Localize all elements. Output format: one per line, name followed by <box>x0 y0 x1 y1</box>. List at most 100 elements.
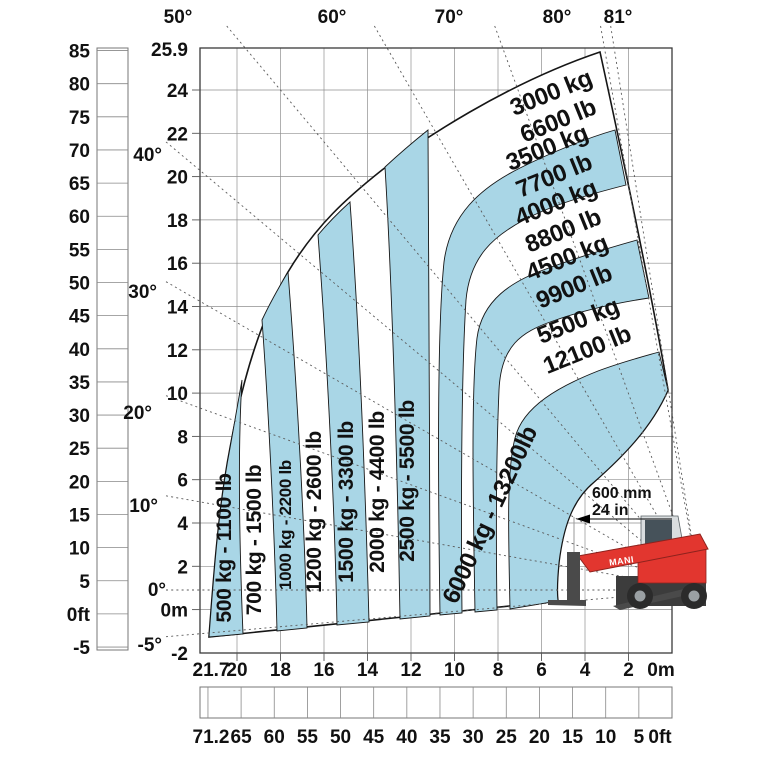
machine-boom-head <box>567 552 580 602</box>
boom-angle-label: 20° <box>123 403 152 424</box>
x-axis-meter-label: 4 <box>580 660 591 681</box>
y-axis-meter-label: 25.9 <box>151 40 188 61</box>
y-axis-meter-label: 18 <box>167 211 188 232</box>
boom-angle-lines: -5° 0° 10° 20° 30° 40° 50° 60° 70° 80° 81° <box>123 7 696 656</box>
y-axis-feet-label: 40 <box>69 340 90 361</box>
x-axis-feet-label: 60 <box>264 727 285 748</box>
boom-angle-label: -5° <box>138 635 163 656</box>
machine-rear-hub <box>634 590 646 602</box>
zone-1500kg <box>317 201 370 626</box>
x-axis-meter-label: 8 <box>493 660 504 681</box>
x-axis-feet-label: 40 <box>396 727 417 748</box>
x-axis-feet-label: 20 <box>529 727 550 748</box>
x-axis-meter-label: 2 <box>623 660 634 681</box>
x-axis-feet-label: 50 <box>330 727 351 748</box>
x-axis-meter-label: 10 <box>444 660 465 681</box>
y-axis-meter-label: 2 <box>177 557 188 578</box>
ruler-ticks <box>97 50 640 718</box>
x-axis-meter-label: 0m <box>647 660 674 681</box>
boom-angle-line <box>165 141 675 569</box>
y-axis-feet-label: 0ft <box>67 605 91 626</box>
zone-500kg <box>208 379 244 638</box>
dimension-mm-text: 600 mm <box>592 485 652 502</box>
y-axis-meter-label: 20 <box>167 168 188 189</box>
y-axis-feet-label: 15 <box>69 505 91 526</box>
y-axis-feet-label: 70 <box>69 141 90 162</box>
y-axis-feet-label: 30 <box>69 406 90 427</box>
zone-6000kg <box>508 351 669 610</box>
y-axis-feet-label: 80 <box>69 75 90 96</box>
zone-label-2000: 2000 kg - 4400 lb <box>366 411 389 573</box>
x-axis-meter-label: 12 <box>400 660 421 681</box>
bottom-feet-ruler <box>199 686 673 719</box>
y-axis-feet-label: 10 <box>69 539 90 560</box>
y-axis-feet-label: 65 <box>69 174 91 195</box>
x-axis-meter-label: 6 <box>536 660 547 681</box>
boom-angle-line <box>165 281 671 574</box>
y-axis-meter-label: 4 <box>177 514 188 535</box>
x-axis-feet-label: 30 <box>463 727 484 748</box>
y-axis-feet-label: 20 <box>69 472 90 493</box>
y-axis-feet-label: 5 <box>79 572 90 593</box>
y-axis-feet-label: -5 <box>73 638 90 659</box>
x-axis-feet-label: 35 <box>429 727 451 748</box>
x-axis-meter-label: 14 <box>357 660 379 681</box>
axis-ticks <box>192 89 629 661</box>
zone-4500kg <box>472 239 650 613</box>
x-axis-feet-label: 5 <box>634 727 645 748</box>
x-axis-feet-label: 55 <box>297 727 319 748</box>
x-axis-meter-label: 20 <box>226 660 247 681</box>
y-axis-feet-label: 50 <box>69 274 90 295</box>
machine-front-hub <box>688 590 700 602</box>
boom-angle-label: 40° <box>133 145 162 166</box>
x-axis-feet-label: 25 <box>496 727 518 748</box>
boom-angle-label: 81° <box>604 7 633 28</box>
zone-label-1500: 1500 kg - 3300 lb <box>335 421 358 583</box>
boom-angle-label: 10° <box>129 496 158 517</box>
machine-brand-text: MANI <box>609 554 635 567</box>
x-axis-meter-label: 18 <box>270 660 291 681</box>
y-axis-meter-label: 22 <box>167 124 188 145</box>
zone-label-500: 500 kg - 1100 lb <box>213 473 236 622</box>
boom-angle-line <box>600 25 695 557</box>
x-axis-feet-label: 10 <box>595 727 616 748</box>
y-axis-meter-label: 16 <box>167 254 188 275</box>
boom-angle-label: 70° <box>435 7 464 28</box>
boom-angle-line <box>165 495 667 585</box>
x-axis-feet-label: 45 <box>363 727 385 748</box>
x-axis-feet-label: 15 <box>562 727 584 748</box>
x-axis-meter-label: 21.7 <box>193 660 230 681</box>
zone-1000kg <box>261 270 308 632</box>
y-axis-meter-label: 0m <box>161 601 188 622</box>
y-axis-meter-label: 24 <box>167 81 189 102</box>
dimension-in-text: 24 in <box>592 502 628 519</box>
axis-labels: 8580757065605550454035302520151050ft-525… <box>67 40 675 748</box>
boom-angle-line <box>165 592 667 638</box>
y-axis-feet-label: 35 <box>69 373 91 394</box>
telehandler-illustration: MANI <box>548 515 709 610</box>
boom-angle-label: 30° <box>128 282 157 303</box>
machine-boom <box>577 533 709 573</box>
y-axis-feet-label: 45 <box>69 307 91 328</box>
machine-fork-tip <box>548 600 586 606</box>
y-axis-feet-label: 25 <box>69 439 91 460</box>
chart-border <box>199 47 673 654</box>
load-envelope <box>208 50 669 638</box>
y-axis-meter-label: 8 <box>177 427 188 448</box>
boom-angle-line <box>165 395 669 579</box>
boom-angle-label: 60° <box>318 7 347 28</box>
boom-angle-line <box>494 25 689 559</box>
boom-angle-label: 80° <box>543 7 572 28</box>
zone-3500kg <box>438 129 627 616</box>
x-axis-feet-label: 0ft <box>648 727 672 748</box>
zone-label-1000: 1000 kg - 2200 lb <box>276 460 295 590</box>
x-axis-feet-label: 71.2 <box>193 727 230 748</box>
zone-label-700: 700 kg - 1500 lb <box>243 465 266 615</box>
dimension-annotation: 600 mm 24 in <box>576 485 672 524</box>
boom-angle-label: 50° <box>164 7 193 28</box>
y-axis-feet-label: 60 <box>69 207 90 228</box>
boom-angle-label: 0° <box>148 580 166 601</box>
y-axis-meter-label: 12 <box>167 341 188 362</box>
